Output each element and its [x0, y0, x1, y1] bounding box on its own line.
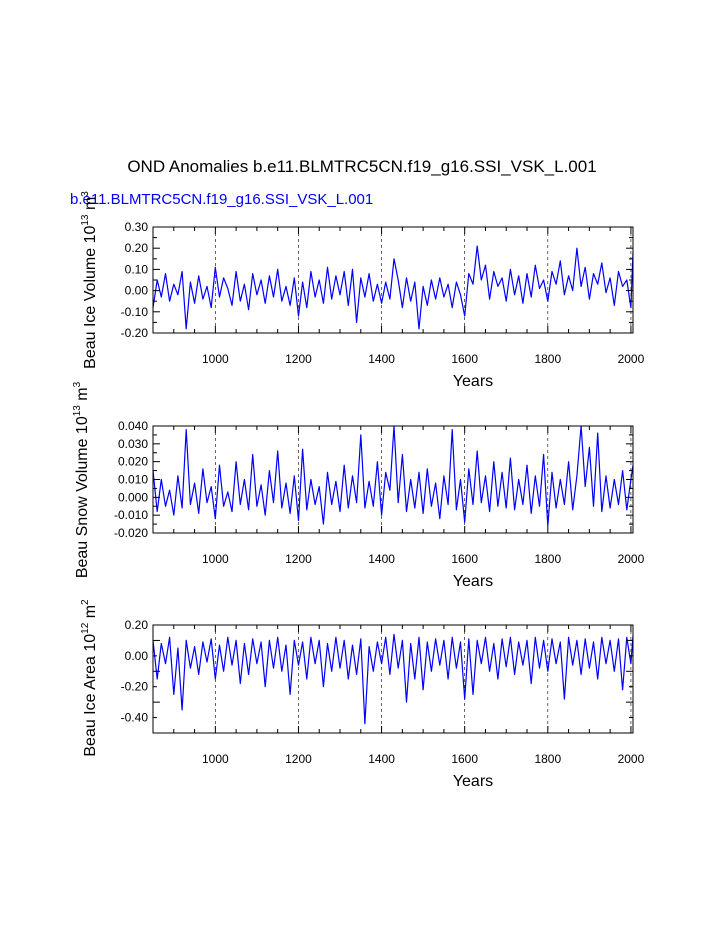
y-tick-label: 0.10	[125, 262, 149, 276]
y-tick-label: 0.020	[118, 455, 148, 469]
y-axis-label: Beau Snow Volume 1013 m3	[72, 381, 91, 578]
figure-title: OND Anomalies b.e11.BLMTRC5CN.f19_g16.SS…	[127, 157, 596, 176]
x-tick-label: 1800	[534, 752, 561, 766]
y-tick-label: -0.40	[121, 711, 149, 725]
series-line	[152, 633, 634, 725]
y-tick-label: -0.10	[121, 305, 149, 319]
panel-1: 1000 1200 1400 1600 1800 2000 -0.20 -0.10 0.00 0.…	[80, 191, 645, 390]
y-tick-label: 0.00	[125, 649, 149, 663]
x-tick-label: 1200	[285, 752, 312, 766]
y-tick-label: 0.040	[118, 419, 148, 433]
x-tick-label: 1800	[534, 552, 561, 566]
x-tick-label: 1400	[368, 752, 395, 766]
x-tick-label: 1000	[202, 552, 229, 566]
x-tick-label: 1400	[368, 552, 395, 566]
x-tick-label: 1200	[285, 552, 312, 566]
y-tick-label: -0.20	[121, 680, 149, 694]
x-tick-label: 2000	[618, 552, 645, 566]
x-tick-label: 2000	[618, 352, 645, 366]
x-tick-label: 1400	[368, 352, 395, 366]
y-axis-label: Beau Ice Area 1012 m2	[80, 599, 99, 757]
panels: 1000 1200 1400 1600 1800 2000 -0.20 -0.10 0.00 0.…	[72, 191, 645, 790]
x-tick-label: 1600	[451, 352, 478, 366]
y-tick-label: -0.20	[121, 326, 149, 340]
x-tick-label: 1200	[285, 352, 312, 366]
series-line	[152, 245, 634, 330]
x-axis-label: Years	[453, 373, 493, 390]
y-tick-label: -0.010	[114, 508, 148, 522]
y-tick-label: 0.000	[118, 490, 148, 504]
y-tick-label: 0.010	[118, 473, 148, 487]
y-axis-label: Beau Ice Volume 1013 m3	[80, 191, 99, 369]
y-tick-label: 0.030	[118, 437, 148, 451]
y-tick-label: 0.00	[125, 284, 149, 298]
x-tick-label: 1800	[534, 352, 561, 366]
x-tick-label: 1600	[451, 752, 478, 766]
x-axis-label: Years	[453, 573, 493, 590]
x-tick-label: 2000	[618, 752, 645, 766]
plot-frame	[152, 624, 634, 734]
x-tick-label: 1000	[202, 752, 229, 766]
x-axis-label: Years	[453, 773, 493, 790]
panel-3: 1000 1200 1400 1600 1800 2000 -0.40 -0.20 0.00 0.…	[80, 599, 645, 790]
series-line	[152, 425, 634, 527]
x-tick-label: 1600	[451, 552, 478, 566]
y-tick-label: 0.30	[125, 220, 149, 234]
figure-subtitle: b.e11.BLMTRC5CN.f19_g16.SSI_VSK_L.001	[70, 191, 373, 208]
y-tick-label: 0.20	[125, 618, 149, 632]
y-tick-label: 0.20	[125, 241, 149, 255]
panel-2: 1000 1200 1400 1600 1800 2000 -0.020 -0.010 0.00…	[72, 381, 645, 590]
x-tick-label: 1000	[202, 352, 229, 366]
y-tick-label: -0.020	[114, 526, 148, 540]
